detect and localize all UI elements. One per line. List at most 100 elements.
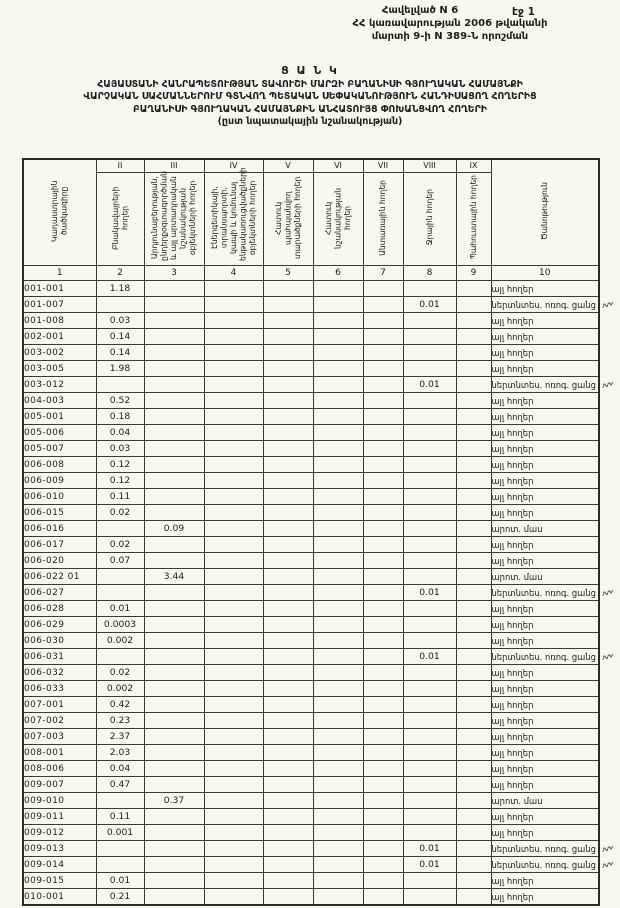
note-text: այլ հողեր (491, 427, 534, 438)
table-row: 003-012 0.01 ներտնտես. ոռոգ. ցանց (22, 376, 614, 393)
note-cell: այլ հողեր (490, 664, 600, 681)
industrial-area-cell (143, 552, 205, 569)
note-text: այլ հողեր (491, 779, 534, 790)
industrial-area-cell (143, 872, 205, 889)
energy-area-cell (203, 488, 264, 505)
forest-area-cell (362, 536, 404, 553)
special-area-cell (312, 280, 364, 297)
industrial-area-cell (143, 360, 205, 377)
forest-area-cell (362, 584, 404, 601)
handwritten-mark-icon (601, 587, 615, 598)
note-cell: այլ հողեր (490, 504, 600, 521)
energy-area-cell (203, 680, 264, 697)
special-area-cell (312, 888, 364, 906)
protected-area-cell (262, 472, 314, 489)
note-cell: այլ հողեր (490, 728, 600, 745)
note-text: ներտնտես. ոռոգ. ցանց (491, 379, 596, 390)
settlement-area-cell (95, 376, 145, 393)
note-text: այլ հողեր (491, 667, 534, 678)
protected-area-cell (262, 424, 314, 441)
note-cell: այլ հողեր (490, 696, 600, 713)
settlement-area-cell: 0.52 (95, 392, 145, 409)
water-area-cell (402, 664, 457, 681)
cadastral-code-cell: 006-008 (22, 456, 97, 473)
forest-area-cell (362, 760, 404, 777)
col-num-4: 4 (203, 265, 264, 281)
table-row: 006-032 0.02 այլ հողեր (22, 664, 600, 681)
energy-area-cell (203, 744, 264, 761)
forest-area-cell (362, 504, 404, 521)
reserve-area-cell (455, 344, 492, 361)
energy-area-cell (203, 296, 264, 313)
note-cell: արոտ. մաս (490, 792, 600, 809)
protected-area-cell (262, 856, 314, 873)
cadastral-code-cell: 005-001 (22, 408, 97, 425)
forest-area-cell (362, 600, 404, 617)
note-text: ներտնտես. ոռոգ. ցանց (491, 587, 596, 598)
col-num-6: 6 (312, 265, 364, 281)
note-cell: այլ հողեր (490, 872, 600, 889)
settlement-area-cell: 0.14 (95, 328, 145, 345)
cadastral-code-cell: 002-001 (22, 328, 97, 345)
water-area-cell (402, 392, 457, 409)
note-text: այլ հողեր (491, 539, 534, 550)
col-header-industrial-lands: Արդյունաբերության, ընդերքօգտագործման և ա… (143, 171, 205, 266)
reserve-area-cell (455, 744, 492, 761)
protected-area-cell (262, 360, 314, 377)
special-area-cell (312, 680, 364, 697)
water-area-cell: 0.01 (402, 856, 457, 873)
reserve-area-cell (455, 680, 492, 697)
protected-area-cell (262, 504, 314, 521)
reserve-area-cell (455, 648, 492, 665)
forest-area-cell (362, 776, 404, 793)
special-area-cell (312, 424, 364, 441)
handwritten-mark-icon (601, 843, 615, 854)
industrial-area-cell (143, 472, 205, 489)
special-area-cell (312, 312, 364, 329)
note-text: այլ հողեր (491, 363, 534, 374)
water-area-cell (402, 808, 457, 825)
settlement-area-cell: 0.04 (95, 760, 145, 777)
water-area-cell: 0.01 (402, 840, 457, 857)
forest-area-cell (362, 328, 404, 345)
settlement-area-cell: 0.02 (95, 536, 145, 553)
reserve-area-cell (455, 536, 492, 553)
industrial-area-cell: 0.09 (143, 520, 205, 537)
note-text: այլ հողեր (491, 555, 534, 566)
table-row: 006-033 0.002 այլ հողեր (22, 680, 600, 697)
forest-area-cell (362, 360, 404, 377)
note-cell: այլ հողեր (490, 616, 600, 633)
table-row: 006-020 0.07 այլ հողեր (22, 552, 600, 569)
forest-area-cell (362, 856, 404, 873)
special-area-cell (312, 344, 364, 361)
settlement-area-cell: 0.18 (95, 408, 145, 425)
water-area-cell (402, 504, 457, 521)
settlement-area-cell: 0.01 (95, 872, 145, 889)
reserve-area-cell (455, 856, 492, 873)
note-cell: այլ հողեր (490, 488, 600, 505)
note-cell: այլ հողեր (490, 312, 600, 329)
industrial-area-cell (143, 392, 205, 409)
forest-area-cell (362, 632, 404, 649)
energy-area-cell (203, 504, 264, 521)
special-area-cell (312, 792, 364, 809)
note-text: ներտնտես. ոռոգ. ցանց (491, 859, 596, 870)
settlement-area-cell: 0.02 (95, 664, 145, 681)
protected-area-cell (262, 760, 314, 777)
energy-area-cell (203, 440, 264, 457)
forest-area-cell (362, 472, 404, 489)
energy-area-cell (203, 328, 264, 345)
note-cell: այլ հողեր (490, 600, 600, 617)
reserve-area-cell (455, 808, 492, 825)
energy-area-cell (203, 280, 264, 297)
forest-area-cell (362, 552, 404, 569)
note-cell: ներտնտես. ոռոգ. ցանց (490, 376, 614, 393)
note-text: արոտ. մաս (491, 571, 543, 582)
forest-area-cell (362, 440, 404, 457)
note-cell: ներտնտես. ոռոգ. ցանց (490, 296, 614, 313)
column-label-row: Բնակավայրերի հողեր Արդյունաբերության, ըն… (23, 167, 599, 266)
note-cell: այլ հողեր (490, 328, 600, 345)
settlement-area-cell: 0.01 (95, 600, 145, 617)
protected-area-cell (262, 712, 314, 729)
industrial-area-cell (143, 584, 205, 601)
